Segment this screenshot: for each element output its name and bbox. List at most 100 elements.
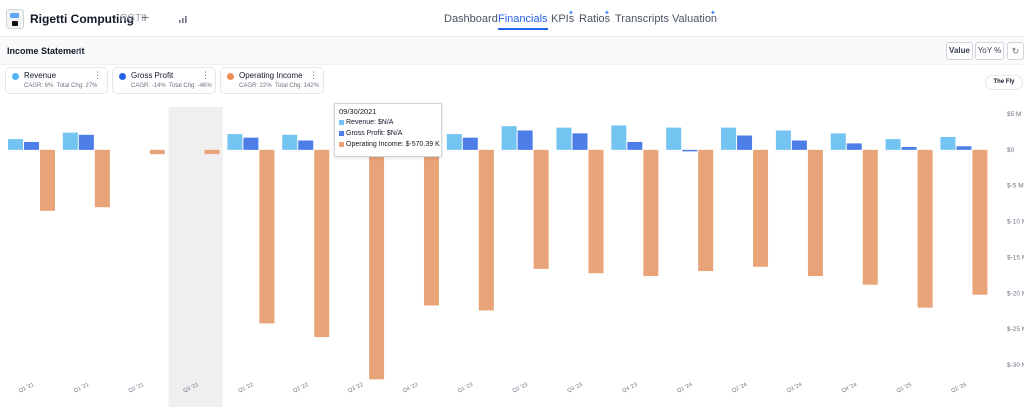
y-tick-label: $5 M bbox=[1007, 111, 1021, 118]
bar-revenue bbox=[227, 134, 243, 150]
bar-operating-income bbox=[259, 149, 275, 324]
y-tick-label: $-20 M bbox=[1007, 290, 1024, 297]
metric-name: Gross Profit bbox=[131, 71, 174, 80]
nav-tab-financials[interactable]: Financials bbox=[498, 13, 548, 30]
x-tick-label: Q1 '21 bbox=[18, 382, 35, 394]
hover-highlight-column bbox=[168, 107, 223, 407]
bar-gross-profit bbox=[243, 137, 259, 150]
bar-revenue bbox=[556, 127, 572, 150]
nav-tab-ratios[interactable]: Ratios bbox=[579, 13, 611, 25]
refresh-icon[interactable]: ↻ bbox=[1007, 42, 1024, 60]
bar-operating-income bbox=[643, 149, 659, 277]
bar-revenue bbox=[611, 125, 627, 150]
nav-tab-transcripts[interactable]: Transcripts bbox=[615, 13, 669, 25]
x-tick-label: Q1 '24 bbox=[676, 382, 693, 394]
bar-gross-profit bbox=[572, 133, 588, 150]
bar-operating-income bbox=[94, 149, 110, 208]
bar-operating-income bbox=[314, 149, 330, 338]
bar-revenue bbox=[721, 127, 737, 150]
value-toggle-button[interactable]: Value bbox=[946, 42, 973, 60]
source-button-the-fly[interactable]: The Fly bbox=[985, 75, 1023, 90]
bar-gross-profit bbox=[791, 140, 807, 150]
bar-revenue bbox=[501, 126, 517, 150]
bar-revenue bbox=[62, 132, 78, 150]
x-tick-label: Q2 '25 bbox=[950, 382, 967, 394]
ticker-symbol: · RGTI bbox=[114, 13, 144, 24]
x-tick-label: Q4 '23 bbox=[621, 382, 638, 394]
add-to-watchlist-button[interactable]: + bbox=[141, 9, 150, 25]
metric-card-operating-income[interactable]: Operating Income CAGR: 22% Total Chg: 14… bbox=[220, 67, 324, 94]
bar-gross-profit bbox=[682, 149, 698, 152]
bar-revenue bbox=[282, 134, 298, 150]
x-tick-label: Q2 '23 bbox=[512, 382, 529, 394]
bar-chart-icon[interactable] bbox=[73, 46, 82, 55]
section-title: Income Statement bbox=[7, 46, 85, 56]
bar-gross-profit bbox=[298, 140, 314, 150]
premium-star-icon: ✦ bbox=[710, 10, 716, 17]
x-tick-label: Q1 '22 bbox=[237, 382, 254, 394]
x-tick-label: Q2 '22 bbox=[292, 382, 309, 394]
chart-tooltip: 09/30/2021 Revenue: $N/A Gross Profit: $… bbox=[334, 103, 442, 157]
bar-operating-income bbox=[478, 149, 494, 311]
bar-revenue bbox=[830, 133, 846, 150]
top-bar: Rigetti Computing · RGTI + Dashboard Fin… bbox=[0, 0, 1024, 37]
bar-revenue bbox=[446, 134, 462, 150]
bar-gross-profit bbox=[956, 146, 972, 150]
x-tick-label: Q2 '21 bbox=[128, 382, 145, 394]
x-tick-label: Q3 '24 bbox=[786, 382, 803, 394]
bar-operating-income bbox=[972, 149, 988, 295]
bar-operating-income bbox=[204, 149, 220, 154]
nav-tab-kpis[interactable]: KPIs bbox=[551, 13, 575, 25]
tooltip-gross-profit: Gross Profit: $N/A bbox=[339, 130, 402, 137]
metric-stats: CAGR: 22% Total Chg: 142% bbox=[239, 83, 320, 89]
income-statement-chart: $5 M $0 $-5 M $-10 M $-15 M $-20 M $-25 M $-30 … bbox=[8, 107, 1024, 407]
x-tick-label: Q3 '22 bbox=[347, 382, 364, 394]
nav-tab-dashboard[interactable]: Dashboard bbox=[444, 13, 498, 25]
legend-dot-operating-income bbox=[227, 73, 234, 80]
bar-revenue bbox=[666, 127, 682, 150]
y-tick-label: $0 bbox=[1007, 147, 1015, 154]
metric-card-revenue[interactable]: Revenue CAGR: 6% Total Chg: 27% ⋮ bbox=[5, 67, 108, 94]
bar-operating-income bbox=[369, 149, 385, 380]
x-tick-label: Q3 '23 bbox=[567, 382, 584, 394]
bar-operating-income bbox=[753, 149, 769, 267]
bar-chart-icon[interactable] bbox=[178, 14, 188, 24]
metric-name: Revenue bbox=[24, 71, 57, 80]
bar-gross-profit bbox=[627, 141, 643, 150]
metric-stats: CAGR: 6% Total Chg: 27% bbox=[24, 83, 98, 89]
x-tick-label: Q4 '22 bbox=[402, 382, 419, 394]
x-tick-label: Q2 '24 bbox=[731, 382, 748, 394]
company-name: Rigetti Computing bbox=[30, 12, 134, 26]
bar-operating-income bbox=[917, 149, 933, 308]
metric-card-gross-profit[interactable]: Gross Profit CAGR: -14% Total Chg: -46% … bbox=[112, 67, 216, 94]
bar-gross-profit bbox=[24, 141, 39, 150]
bar-revenue bbox=[8, 139, 23, 150]
tooltip-date: 09/30/2021 bbox=[339, 107, 377, 116]
bar-operating-income bbox=[862, 149, 878, 285]
yoy-toggle-button[interactable]: YoY % bbox=[975, 42, 1004, 60]
more-menu-icon[interactable]: ⋮ bbox=[201, 70, 210, 80]
more-menu-icon[interactable]: ⋮ bbox=[309, 70, 318, 80]
section-header-bar bbox=[0, 37, 1024, 65]
bar-operating-income bbox=[40, 149, 55, 211]
nav-tab-valuation[interactable]: Valuation bbox=[672, 13, 718, 25]
legend-dot-gross-profit bbox=[119, 73, 126, 80]
bar-revenue bbox=[940, 136, 956, 150]
tooltip-operating-income: Operating Income: $-570.39 K bbox=[339, 141, 440, 148]
x-tick-label: Q1 '21 bbox=[73, 382, 90, 394]
bar-gross-profit bbox=[737, 135, 753, 150]
bar-operating-income bbox=[149, 149, 165, 155]
premium-star-icon: ✦ bbox=[568, 10, 574, 17]
metric-stats: CAGR: -14% Total Chg: -46% bbox=[131, 83, 212, 89]
metric-name: Operating Income bbox=[239, 71, 303, 80]
x-tick-label: Q4 '24 bbox=[841, 382, 858, 394]
x-tick-label: Q1 '25 bbox=[896, 382, 913, 394]
bar-gross-profit bbox=[901, 146, 917, 150]
bar-operating-income bbox=[423, 149, 439, 306]
y-tick-label: $-25 M bbox=[1007, 326, 1024, 333]
more-menu-icon[interactable]: ⋮ bbox=[93, 70, 102, 80]
bar-operating-income bbox=[698, 149, 714, 272]
bar-gross-profit bbox=[517, 130, 533, 150]
premium-star-icon: ✦ bbox=[604, 10, 610, 17]
bar-revenue bbox=[885, 139, 901, 150]
